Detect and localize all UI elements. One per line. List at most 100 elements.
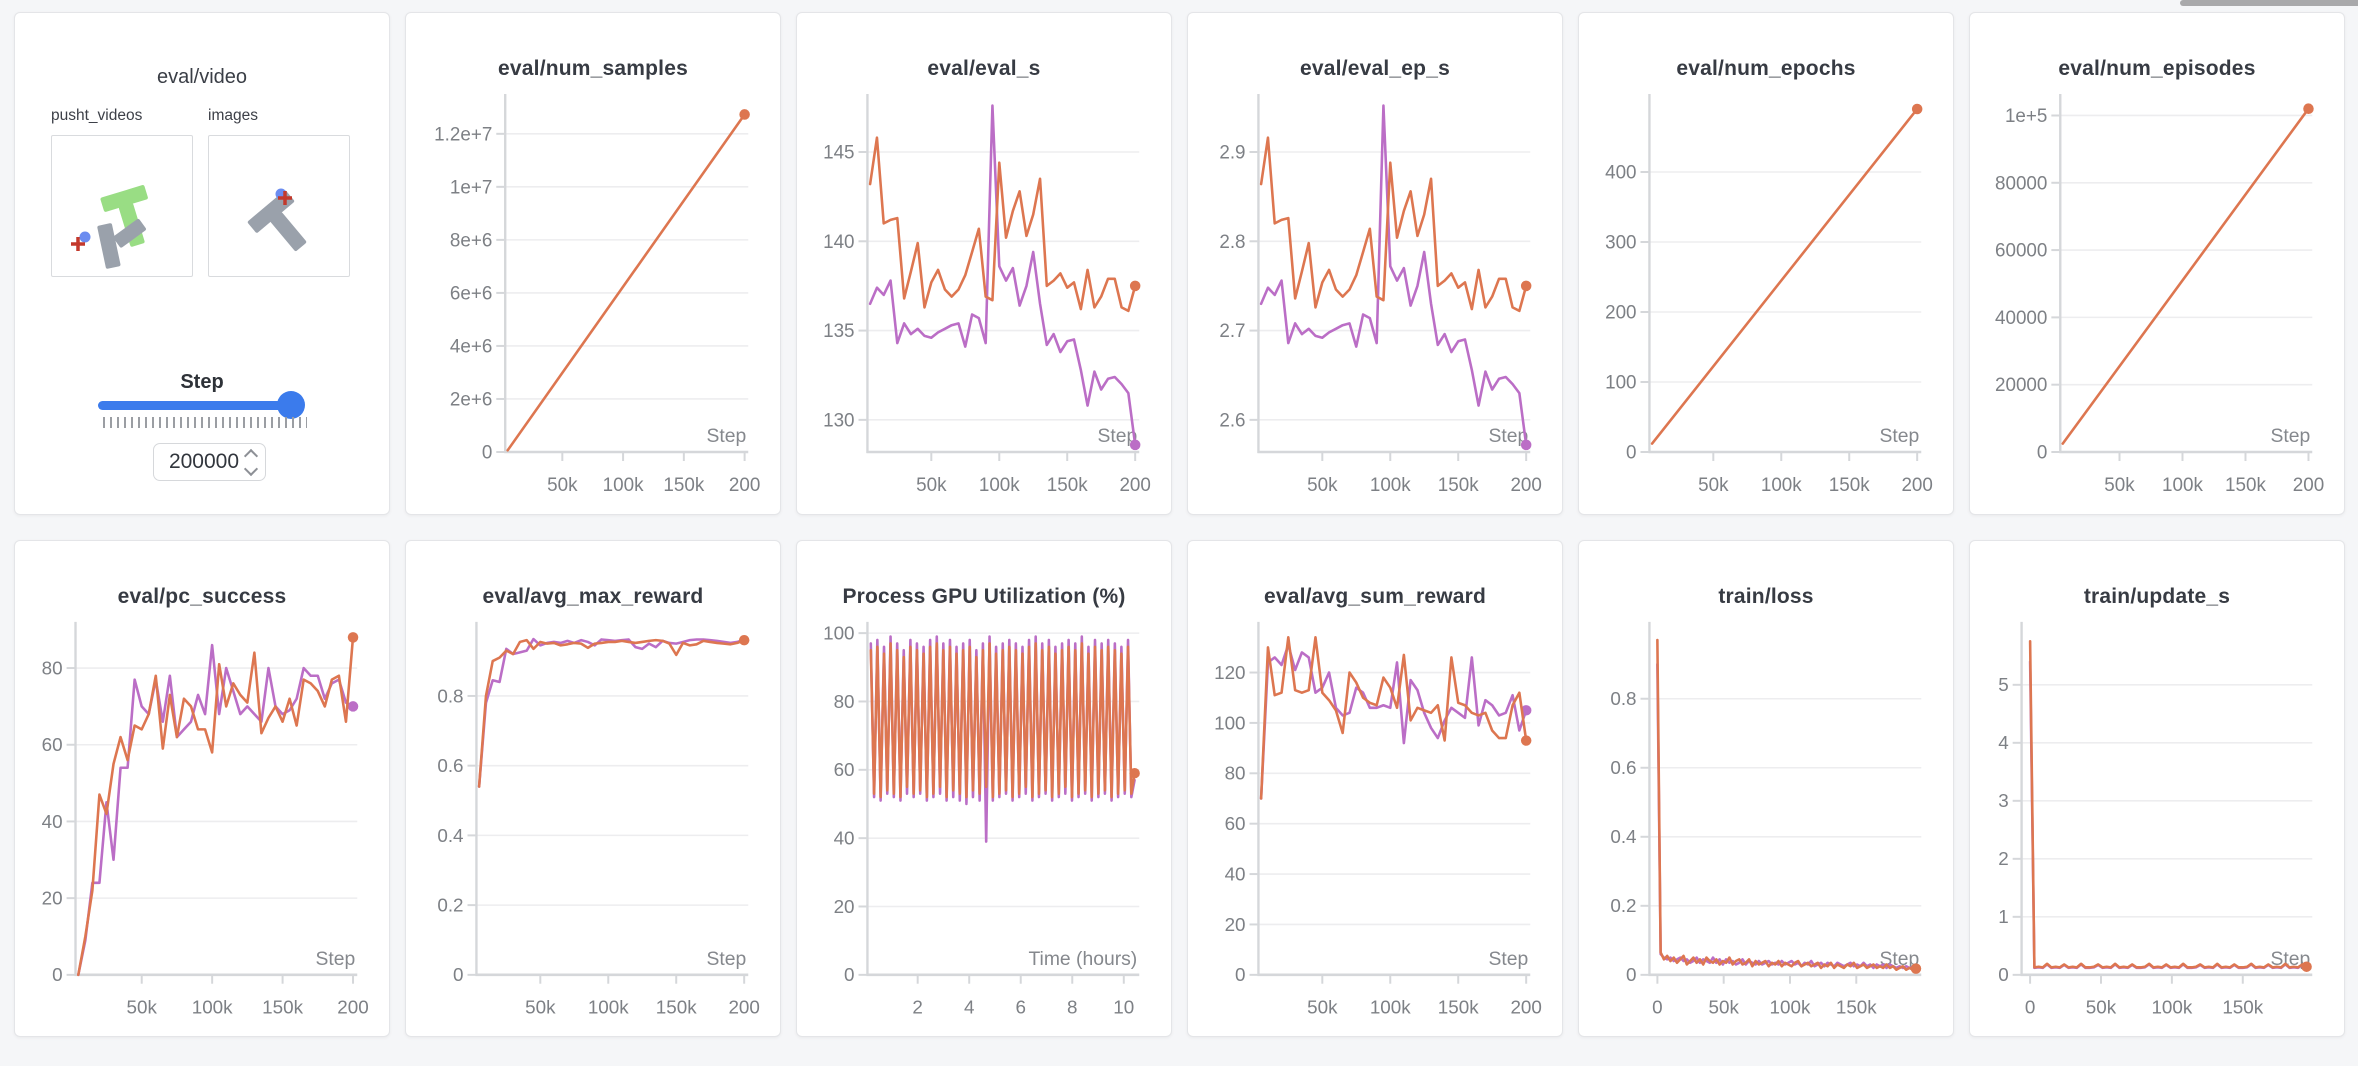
y-tick-label: 0.8: [1610, 688, 1636, 709]
y-tick-label: 6e+6: [450, 283, 492, 304]
x-tick-label: 150k: [1829, 475, 1870, 496]
chart-title: eval/pc_success: [117, 585, 287, 608]
chart-panel-eval-ep-s[interactable]: eval/eval_ep_s 2.6 2.7 2.8 2.9 50k 100k 150k 20…: [1187, 12, 1563, 515]
chart-panel-train-loss[interactable]: train/loss 0 0.2 0.4 0.6 0.8 0 50k 100k 150k Step: [1578, 540, 1954, 1037]
y-tick-label: 145: [823, 142, 854, 163]
video-caption: pusht_videos: [51, 107, 143, 124]
media-panel-title: eval/video: [156, 66, 248, 88]
step-stepper: [243, 448, 259, 476]
x-tick-label: 50k: [1709, 996, 1740, 1017]
chart-panel-pc-success[interactable]: eval/pc_success 0 20 40 60 80 50k 100k 150k 200 S…: [14, 540, 390, 1037]
end-point-dot-orange: [1520, 280, 1532, 292]
end-point-dot-orange: [1910, 963, 1922, 974]
y-tick-label: 20: [834, 896, 855, 917]
series-line-purple: [1259, 104, 1528, 447]
y-tick-label: 80: [42, 658, 63, 679]
y-tick-label: 1e+7: [450, 177, 492, 198]
y-tick-label: 2.8: [1219, 232, 1245, 253]
end-point-dot-orange: [1911, 103, 1923, 115]
chart-panel-eval-s[interactable]: eval/eval_s 130 135 140 145 50k 100k 150k 200 St…: [796, 12, 1172, 515]
line-chart: 0 2e+6 4e+6 6e+6 8e+6 1e+7 1.2e+7 50k 100k 150k 20…: [434, 94, 760, 496]
y-tick-label: 5: [1998, 674, 2008, 695]
horizontal-scrollbar[interactable]: [2180, 0, 2358, 6]
x-tick-label: 200: [1510, 475, 1541, 496]
x-tick-label: 2: [912, 996, 922, 1017]
end-point-dot-orange: [1520, 735, 1532, 746]
series-line-orange: [506, 113, 746, 452]
series-line-orange: [1656, 638, 1918, 971]
step-slider[interactable]: [98, 401, 302, 410]
step-value-input[interactable]: [163, 449, 245, 475]
agent-dot: [79, 231, 91, 243]
chart-panel-avg-max-reward[interactable]: eval/avg_max_reward 0 0.2 0.4 0.6 0.8 50k 100k…: [405, 540, 781, 1037]
chart-panel-num-episodes[interactable]: eval/num_episodes 0 20000 40000 60000 80000 1…: [1969, 12, 2345, 515]
end-point-dot-purple: [347, 701, 359, 712]
line-chart: 0 20 40 60 80 100 2 4 6 8 10 Time (hours): [823, 621, 1140, 1017]
x-tick-label: 150k: [1438, 996, 1479, 1017]
x-axis-label: Step: [316, 949, 356, 970]
stepper-up-icon[interactable]: [243, 448, 259, 463]
y-tick-label: 40: [834, 828, 855, 849]
end-point-dot-purple: [1520, 439, 1532, 451]
end-point-dot-orange: [347, 632, 359, 643]
y-tick-label: 0.2: [437, 895, 463, 916]
media-panel-eval-video[interactable]: eval/video pusht_videos images: [14, 12, 390, 515]
x-tick-label: 150k: [1438, 475, 1479, 496]
y-tick-label: 0: [1626, 964, 1636, 985]
y-tick-label: 8e+6: [450, 230, 492, 251]
y-tick-label: 0: [844, 964, 854, 985]
y-tick-label: 130: [823, 410, 854, 431]
y-tick-label: 100: [1605, 372, 1636, 393]
x-axis-label: Step: [1489, 949, 1529, 970]
end-point-dot-orange: [2301, 961, 2312, 972]
images-frame: [247, 188, 307, 251]
y-tick-label: 4e+6: [450, 336, 492, 357]
end-point-dot-orange: [739, 109, 750, 120]
chart-panel-num-epochs[interactable]: eval/num_epochs 0 100 200 300 400 50k 100k 150k…: [1578, 12, 1954, 515]
pusht-video-frame: [71, 185, 148, 269]
y-tick-label: 0: [1235, 964, 1245, 985]
x-tick-label: 150k: [663, 475, 704, 496]
end-point-dot-orange: [1129, 280, 1141, 292]
series-line-orange: [868, 136, 1137, 313]
chart-panel-train-update-s[interactable]: train/update_s 0 1 2 3 4 5 0 50k 100k 150k Step: [1969, 540, 2345, 1037]
y-tick-label: 60000: [1995, 241, 2047, 262]
step-slider-thumb[interactable]: [277, 391, 305, 419]
series-line-orange: [2061, 107, 2310, 445]
step-value-box: [153, 443, 266, 481]
line-chart: 0 20000 40000 60000 80000 1e+5 50k 100k 150k 200 S…: [1995, 94, 2324, 496]
x-tick-label: 100k: [2151, 996, 2192, 1017]
chart-title: eval/num_episodes: [2058, 57, 2256, 80]
y-tick-label: 140: [823, 232, 854, 253]
y-tick-label: 0: [1998, 964, 2008, 985]
chart-title: eval/num_samples: [498, 57, 688, 80]
chart-title: eval/eval_s: [927, 57, 1041, 80]
chart-panel-num-samples[interactable]: eval/num_samples 0 2e+6 4e+6 6e+6 8e+6 1e+7 1.…: [405, 12, 781, 515]
step-slider-ticks: [103, 417, 307, 428]
y-tick-label: 40: [42, 811, 63, 832]
y-tick-label: 0.8: [437, 685, 463, 706]
y-tick-label: 2.9: [1219, 142, 1245, 163]
x-tick-label: 200: [1119, 475, 1150, 496]
x-tick-label: 150k: [262, 996, 303, 1017]
x-tick-label: 0: [1652, 996, 1662, 1017]
chart-panel-gpu-utilization[interactable]: Process GPU Utilization (%) 0 20 40 60 80 100…: [796, 540, 1172, 1037]
y-tick-label: 100: [1214, 712, 1245, 733]
series-line-purple: [868, 104, 1137, 447]
line-chart: 0 20 40 60 80 100 120 50k 100k 150k 200 Step: [1214, 621, 1542, 1017]
y-tick-label: 0.6: [1610, 757, 1636, 778]
chart-panel-avg-sum-reward[interactable]: eval/avg_sum_reward 0 20 40 60 80 100 120 50k 10…: [1187, 540, 1563, 1037]
y-tick-label: 60: [42, 734, 63, 755]
x-tick-label: 100k: [1770, 996, 1811, 1017]
y-tick-label: 60: [1225, 813, 1246, 834]
y-tick-label: 100: [823, 623, 854, 644]
stepper-down-icon[interactable]: [243, 461, 259, 476]
pusht-video-thumbnail[interactable]: [51, 135, 193, 277]
y-tick-label: 60: [834, 759, 855, 780]
x-axis-label: Step: [2271, 425, 2311, 447]
images-thumbnail[interactable]: [208, 135, 350, 277]
y-tick-label: 0.2: [1610, 895, 1636, 916]
y-tick-label: 120: [1214, 662, 1245, 683]
y-tick-label: 400: [1605, 162, 1636, 183]
y-tick-label: 2.7: [1219, 321, 1245, 342]
